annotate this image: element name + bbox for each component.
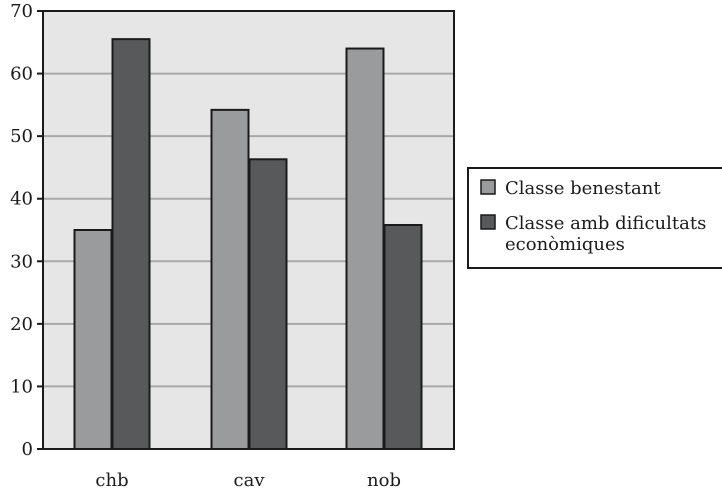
y-tick-label: 0 (22, 439, 33, 460)
bar-nob-series2 (383, 223, 423, 450)
y-tick-label: 10 (10, 376, 33, 397)
legend-swatch-series2 (480, 214, 496, 230)
x-axis-labels: chb cav nob (95, 470, 401, 491)
bar-chb-series2 (111, 38, 151, 451)
bar-nob-series1 (345, 47, 385, 451)
y-tick-label: 70 (10, 1, 33, 22)
legend-frame (467, 167, 722, 269)
bars (73, 38, 423, 451)
legend-label-series2-line1: Classe amb dificultats (505, 213, 706, 234)
legend-swatch-series1 (480, 179, 496, 195)
legend-label-series2-line2: econòmiques (505, 234, 625, 255)
x-category-label: nob (367, 470, 401, 491)
y-tick-label: 20 (10, 314, 33, 335)
legend-label-series1: Classe benestant (505, 178, 661, 199)
x-category-label: cav (234, 470, 266, 491)
plot-frame (42, 10, 455, 450)
bar-chb-series1 (73, 229, 113, 450)
y-tick-label: 40 (10, 189, 33, 210)
y-tick-label: 30 (10, 251, 33, 272)
legend: Classe benestant Classe amb dificultats … (467, 167, 722, 269)
y-tick-label: 50 (10, 126, 33, 147)
bar-cav-series2 (248, 158, 288, 450)
bar-cav-series1 (210, 108, 250, 450)
y-tick-label: 60 (10, 64, 33, 85)
y-axis-ticks: 0 10 20 30 40 50 60 70 (10, 1, 43, 460)
x-category-label: chb (95, 470, 128, 491)
